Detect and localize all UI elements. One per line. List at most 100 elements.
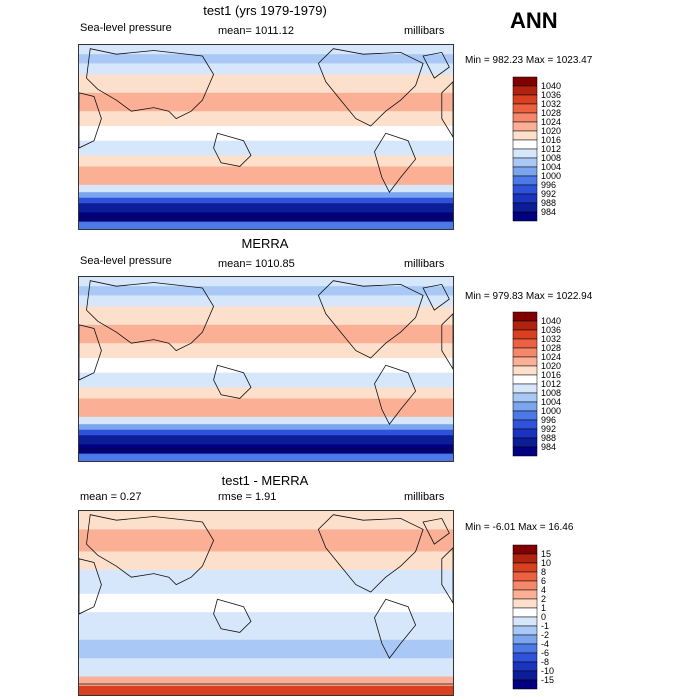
colorbar-tick-label: 992 xyxy=(541,189,556,199)
pressure-band xyxy=(79,63,453,75)
pressure-band xyxy=(79,676,453,687)
pressure-band xyxy=(79,192,453,199)
pressure-band xyxy=(79,511,453,530)
coastline xyxy=(374,598,417,659)
panel-2-minmax: Min = 979.83 Max = 1022.94 xyxy=(465,291,593,302)
colorbar-swatch xyxy=(512,121,538,132)
coastline xyxy=(213,132,252,167)
pressure-band xyxy=(79,551,453,571)
pressure-band xyxy=(79,387,453,399)
colorbar-swatch xyxy=(512,85,538,96)
pressure-band xyxy=(79,416,453,425)
pressure-band xyxy=(79,295,453,307)
colorbar-tick-label: 0 xyxy=(541,612,546,622)
panel-2-mean-label: mean= 1010.85 xyxy=(218,258,295,270)
colorbar-swatch xyxy=(512,103,538,114)
pressure-band xyxy=(79,453,453,461)
colorbar-swatch xyxy=(512,347,538,358)
coastline xyxy=(441,547,453,604)
coastline xyxy=(422,517,450,545)
colorbar-tick-label: 1040 xyxy=(541,81,561,91)
colorbar-swatch xyxy=(512,580,538,591)
colorbar-tick-label: 988 xyxy=(541,198,556,208)
panel-3-colorbar: 15 10 8 6 4 2 1 0 -1 -2 -4 -6 -8 -10 -15 xyxy=(512,544,593,697)
colorbar-swatch xyxy=(512,392,538,403)
colorbar-swatch xyxy=(512,625,538,636)
pressure-band xyxy=(79,429,453,436)
colorbar-swatch xyxy=(512,428,538,439)
pressure-band xyxy=(79,140,453,156)
colorbar-swatch xyxy=(512,139,538,150)
colorbar-tick-label: 15 xyxy=(541,549,551,559)
colorbar-swatch xyxy=(512,410,538,421)
colorbar-tick-label: -1 xyxy=(541,621,549,631)
pressure-band xyxy=(79,92,453,112)
colorbar-swatch xyxy=(512,157,538,168)
colorbar-tick-label: 1024 xyxy=(541,117,561,127)
colorbar-swatch xyxy=(512,401,538,412)
pressure-band xyxy=(79,424,453,431)
colorbar-tick-label: 4 xyxy=(541,585,546,595)
colorbar-swatch xyxy=(512,571,538,582)
pressure-band xyxy=(79,593,453,613)
pressure-band xyxy=(79,569,453,595)
colorbar-swatch xyxy=(512,544,538,555)
colorbar-tick-label: -4 xyxy=(541,639,549,649)
coastline xyxy=(213,598,252,633)
colorbar-swatch xyxy=(512,643,538,654)
colorbar-swatch xyxy=(512,365,538,376)
colorbar-swatch xyxy=(512,130,538,141)
colorbar-swatch xyxy=(512,670,538,681)
pressure-band xyxy=(79,221,453,229)
colorbar-tick-label: 1016 xyxy=(541,135,561,145)
colorbar-swatch xyxy=(512,311,538,322)
colorbar-tick-label: 8 xyxy=(541,567,546,577)
coastline xyxy=(86,280,215,352)
pressure-band xyxy=(79,74,453,94)
colorbar-swatch xyxy=(512,94,538,105)
colorbar-swatch xyxy=(512,634,538,645)
panel-3-title: test1 - MERRA xyxy=(221,473,309,488)
panel-2-colorbar: 1040 1036 1032 1028 1024 1020 1016 1012 1008 1004… xyxy=(512,311,593,464)
colorbar-swatch xyxy=(512,211,538,222)
season-label: ANN xyxy=(510,8,558,33)
colorbar-tick-label: 988 xyxy=(541,433,556,443)
colorbar-swatch xyxy=(512,553,538,564)
colorbar-tick-label: 1016 xyxy=(541,370,561,380)
panel-2-title: MERRA xyxy=(241,236,289,251)
colorbar-tick-label: 984 xyxy=(541,207,556,217)
coastline xyxy=(317,514,424,593)
colorbar-tick-label: -2 xyxy=(541,630,549,640)
colorbar-swatch xyxy=(512,193,538,204)
colorbar-tick-label: 1032 xyxy=(541,334,561,344)
colorbar-swatch xyxy=(512,202,538,213)
panel-2-units-label: millibars xyxy=(404,258,445,270)
pressure-band xyxy=(79,45,453,55)
colorbar-tick-label: -15 xyxy=(541,675,554,685)
colorbar-tick-label: 1024 xyxy=(541,352,561,362)
panel-3-units-label: millibars xyxy=(404,491,445,503)
colorbar-swatch xyxy=(512,661,538,672)
pressure-band xyxy=(79,184,453,193)
coastline xyxy=(441,81,453,138)
colorbar-swatch xyxy=(512,437,538,448)
panel-1-title: test1 (yrs 1979-1979) xyxy=(203,3,327,18)
coastline xyxy=(86,48,215,120)
colorbar-tick-label: 1036 xyxy=(541,90,561,100)
pressure-band xyxy=(79,166,453,186)
colorbar-tick-label: 6 xyxy=(541,576,546,586)
pressure-band xyxy=(79,324,453,344)
colorbar-tick-label: 1004 xyxy=(541,162,561,172)
colorbar-tick-label: 1004 xyxy=(541,397,561,407)
colorbar-tick-label: 1000 xyxy=(541,406,561,416)
pressure-band xyxy=(79,435,453,445)
colorbar-tick-label: 996 xyxy=(541,415,556,425)
pressure-band xyxy=(79,306,453,326)
colorbar-tick-label: 1040 xyxy=(541,316,561,326)
coastline xyxy=(79,558,102,615)
colorbar-swatch xyxy=(512,446,538,457)
colorbar-swatch xyxy=(512,607,538,618)
colorbar-swatch xyxy=(512,76,538,87)
colorbar-swatch xyxy=(512,589,538,600)
pressure-band xyxy=(79,685,453,695)
